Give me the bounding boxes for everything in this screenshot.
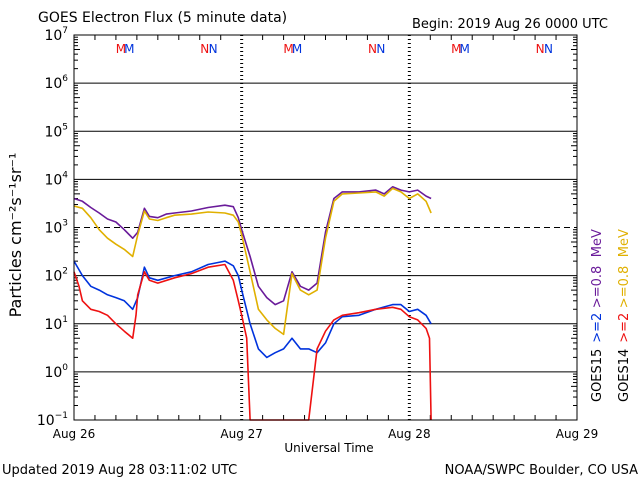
legend-item: MeV — [617, 229, 632, 257]
legend-item: >=2 — [590, 313, 605, 343]
noon-mark: M — [124, 42, 134, 56]
noon-mark: M — [283, 42, 293, 56]
x-tick-label: Aug 27 — [220, 427, 263, 441]
y-tick-label: 10−1 — [37, 411, 68, 429]
data-series — [73, 186, 432, 421]
series-goes14-2-mev — [73, 263, 432, 421]
x-tick-label: Aug 29 — [556, 427, 599, 441]
credit-text: NOAA/SWPC Boulder, CO USA — [445, 463, 638, 478]
y-tick-label: 105 — [44, 122, 68, 140]
noon-mark: N — [376, 42, 385, 56]
noon-mark: N — [368, 42, 377, 56]
updated-timestamp: Updated 2019 Aug 28 03:11:02 UTC — [2, 463, 237, 478]
legend-item: GOES14 — [617, 349, 632, 402]
begin-date: Begin: 2019 Aug 26 0000 UTC — [412, 17, 608, 32]
plot-frame — [73, 34, 578, 421]
noon-mark: N — [536, 42, 545, 56]
noon-mark: M — [116, 42, 126, 56]
noon-mark: N — [200, 42, 209, 56]
x-tick-label: Aug 26 — [53, 427, 96, 441]
x-axis-title: Universal Time — [284, 441, 373, 455]
x-tick-label: Aug 28 — [388, 427, 431, 441]
legend-item: >=0.8 — [590, 266, 605, 308]
y-tick-label: 103 — [44, 219, 68, 237]
y-tick-label: 104 — [44, 170, 68, 188]
legend-item: >=0.8 — [617, 266, 632, 308]
noon-mark: M — [451, 42, 461, 56]
noon-markers: MM N N MM N N MM N N — [116, 42, 553, 56]
series-goes15-2-mev — [73, 260, 432, 359]
legend-item: >=2 — [617, 313, 632, 343]
y-tick-label: 100 — [44, 363, 68, 381]
legend-item: MeV — [590, 229, 605, 257]
grid-lines — [74, 35, 577, 420]
y-axis-title: Particles cm⁻²s⁻¹sr⁻¹ — [6, 153, 25, 318]
y-tick-labels: 107 106 105 104 103 102 101 100 10−1 — [37, 26, 68, 429]
y-tick-label: 107 — [44, 26, 68, 44]
y-tick-label: 106 — [44, 74, 68, 92]
noon-mark: N — [209, 42, 218, 56]
noon-mark: M — [459, 42, 469, 56]
legend: GOES15 >=2 >=0.8 MeV GOES14 >=2 >=0.8 MeV — [590, 229, 632, 402]
y-tick-label: 102 — [44, 267, 68, 285]
y-tick-label: 101 — [44, 315, 68, 333]
series-goes14-0-8-mev — [73, 187, 432, 336]
series-goes15-0-8-mev — [73, 186, 432, 306]
legend-item: GOES15 — [590, 349, 605, 402]
x-tick-labels: Aug 26 Aug 27 Aug 28 Aug 29 — [53, 427, 599, 441]
noon-mark: N — [544, 42, 553, 56]
chart-title: GOES Electron Flux (5 minute data) — [38, 10, 287, 26]
noon-mark: M — [292, 42, 302, 56]
